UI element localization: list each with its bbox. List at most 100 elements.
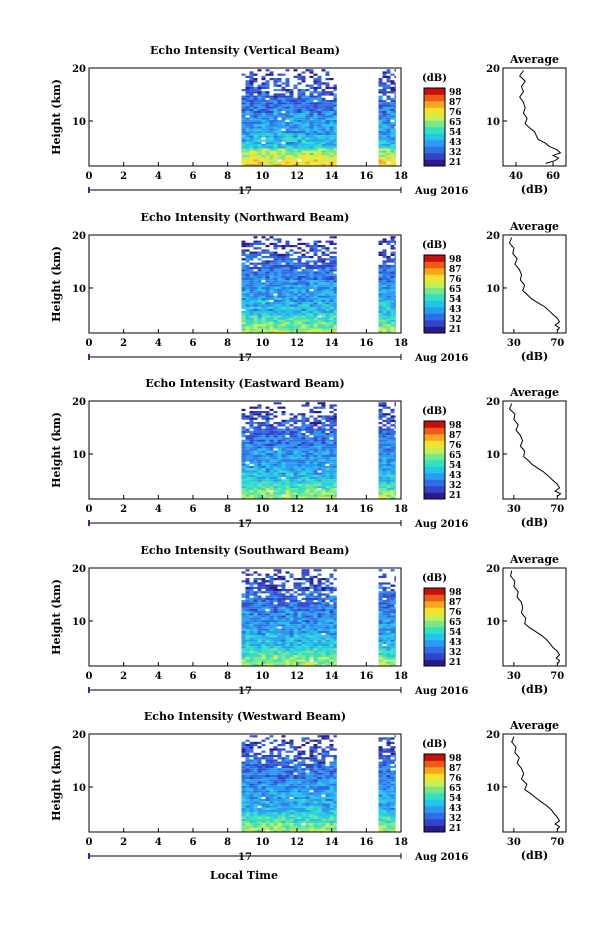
heatmap-cell bbox=[245, 630, 250, 633]
colorbar-band bbox=[424, 466, 445, 471]
heatmap-cell bbox=[297, 146, 302, 149]
heatmap-cell bbox=[325, 163, 330, 166]
heatmap-cell bbox=[257, 146, 262, 149]
heatmap-cell bbox=[277, 829, 282, 832]
heatmap-cell bbox=[329, 106, 334, 109]
heatmap-cell bbox=[317, 100, 322, 103]
heatmap-cell bbox=[313, 655, 318, 658]
heatmap-cell bbox=[285, 441, 290, 444]
heatmap-cell bbox=[390, 424, 395, 427]
heatmap-cell bbox=[277, 106, 282, 109]
heatmap-cell bbox=[301, 466, 306, 469]
heatmap-cell bbox=[257, 161, 262, 164]
heatmap-cell bbox=[277, 818, 282, 821]
heatmap-cell bbox=[386, 260, 391, 263]
heatmap-cell bbox=[309, 624, 314, 627]
heatmap-cell bbox=[313, 650, 318, 653]
heatmap-cell bbox=[281, 818, 286, 821]
heatmap-cell bbox=[293, 315, 298, 318]
colorbar-tick-3-0: 98 bbox=[449, 588, 462, 598]
heatmap-cell bbox=[281, 424, 286, 427]
heatmap-cell bbox=[277, 97, 282, 100]
heatmap-cell bbox=[289, 122, 294, 125]
heatmap-cell bbox=[394, 111, 396, 114]
heatmap-cell bbox=[305, 446, 310, 449]
heatmap-cell bbox=[329, 633, 334, 636]
heatmap-cell bbox=[257, 589, 262, 592]
heatmap-cell bbox=[333, 413, 337, 416]
heatmap-cell bbox=[317, 146, 322, 149]
heatmap-cell bbox=[245, 148, 250, 151]
heatmap-cell bbox=[390, 608, 395, 611]
heatmap-cell bbox=[241, 635, 246, 638]
heatmap-cell bbox=[293, 655, 298, 658]
colorbar-tick-2-0: 98 bbox=[449, 421, 462, 431]
heatmap-cell bbox=[273, 801, 278, 804]
heatmap-cell bbox=[241, 463, 246, 466]
x-tick-label-0-2: 4 bbox=[155, 171, 162, 182]
heatmap-cell bbox=[293, 297, 298, 300]
heatmap-cell bbox=[241, 293, 246, 296]
heatmap-cell bbox=[265, 803, 270, 806]
heatmap-cell bbox=[277, 448, 282, 451]
heatmap-cell bbox=[253, 448, 258, 451]
heatmap-cell bbox=[317, 302, 322, 305]
heatmap-cell bbox=[289, 264, 294, 267]
heatmap-cell bbox=[289, 150, 294, 153]
heatmap-cell bbox=[297, 328, 302, 331]
heatmap-cell bbox=[297, 646, 302, 649]
heatmap-cell bbox=[245, 606, 250, 609]
profile-x-tick-label-0-1: 60 bbox=[546, 171, 560, 182]
heatmap-cell bbox=[281, 73, 286, 76]
heatmap-cell bbox=[257, 150, 262, 153]
heatmap-cell bbox=[378, 100, 383, 103]
heatmap-cell bbox=[325, 106, 330, 109]
heatmap-cell bbox=[261, 130, 266, 133]
heatmap-cell bbox=[386, 602, 391, 605]
heatmap-cell bbox=[313, 619, 318, 622]
heatmap-cell bbox=[289, 803, 294, 806]
heatmap-cell bbox=[297, 102, 302, 105]
heatmap-cell bbox=[382, 300, 387, 303]
heatmap-cell bbox=[285, 286, 290, 289]
heatmap-cell bbox=[289, 479, 294, 482]
heatmap-cell bbox=[289, 253, 294, 256]
heatmap-cell bbox=[285, 816, 290, 819]
heatmap-cell bbox=[289, 133, 294, 136]
heatmap-cell bbox=[305, 324, 310, 327]
heatmap-cell bbox=[394, 485, 396, 488]
heatmap-cell bbox=[245, 322, 250, 325]
heatmap-cell bbox=[245, 117, 250, 120]
heatmap-cell bbox=[281, 311, 286, 314]
heatmap-cell bbox=[325, 415, 330, 418]
heatmap-cell bbox=[289, 437, 294, 440]
heatmap-cell bbox=[261, 646, 266, 649]
heatmap-cell bbox=[265, 315, 270, 318]
heatmap-cell bbox=[329, 91, 334, 94]
heatmap-cell bbox=[253, 582, 258, 585]
heatmap-cell bbox=[265, 619, 270, 622]
heatmap-cell bbox=[333, 322, 337, 325]
heatmap-cell bbox=[281, 273, 286, 276]
heatmap-cell bbox=[309, 823, 314, 826]
heatmap-cell bbox=[313, 78, 318, 81]
heatmap-cell bbox=[382, 575, 387, 578]
heatmap-cell bbox=[317, 328, 322, 331]
heatmap-cell bbox=[245, 439, 250, 442]
heatmap-cell bbox=[378, 108, 383, 111]
heatmap-cell bbox=[382, 459, 387, 462]
heatmap-cell bbox=[245, 655, 250, 658]
heatmap-cell bbox=[249, 126, 254, 129]
heatmap-cell bbox=[273, 117, 278, 120]
heatmap-cell bbox=[249, 289, 254, 292]
heatmap-cell bbox=[265, 417, 270, 420]
heatmap-cell bbox=[321, 293, 326, 296]
heatmap-cell bbox=[249, 273, 254, 276]
heatmap-cell bbox=[329, 297, 334, 300]
heatmap-cell bbox=[257, 602, 262, 605]
heatmap-cell bbox=[277, 468, 282, 471]
heatmap-cell bbox=[378, 600, 383, 603]
heatmap-cell bbox=[313, 622, 318, 625]
heatmap-cell bbox=[269, 430, 274, 433]
heatmap-cell bbox=[241, 659, 246, 662]
